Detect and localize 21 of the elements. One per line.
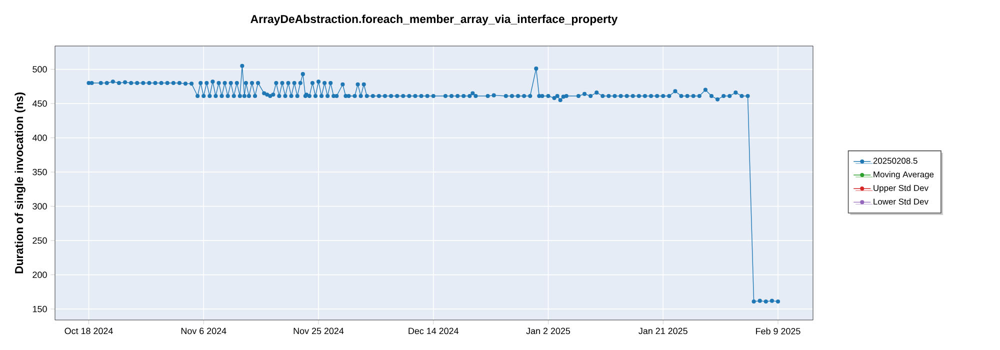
x-tick-label: Nov 25 2024 [294,328,344,334]
x-tick-label: Feb 9 2025 [756,328,800,334]
legend-label: Upper Std Dev [874,184,928,193]
y-axis-title: Duration of single invocation (ns) [14,92,26,274]
legend-label: Moving Average [874,171,934,180]
y-tick-label: 450 [32,100,47,107]
x-tick-label: Jan 21 2025 [638,328,688,334]
y-tick-label: 500 [32,66,47,72]
x-tick-label: Nov 6 2024 [181,328,226,334]
x-tick-label: Jan 2 2025 [526,328,570,334]
y-tick-label: 200 [32,272,47,278]
y-tick-label: 300 [32,203,47,210]
legend-label: Lower Std Dev [874,198,928,205]
x-tick-label: Oct 18 2024 [64,328,113,334]
x-tick-label: Dec 14 2024 [408,328,459,334]
y-tick-label: 250 [32,237,47,244]
y-tick-label: 350 [32,168,47,176]
chart-title: ArrayDeAbstraction.foreach_member_array_via_interface_property [250,14,618,26]
y-tick-label: 150 [32,306,47,312]
legend-label: 20250208.5 [873,158,918,164]
y-tick-label: 400 [32,134,47,141]
